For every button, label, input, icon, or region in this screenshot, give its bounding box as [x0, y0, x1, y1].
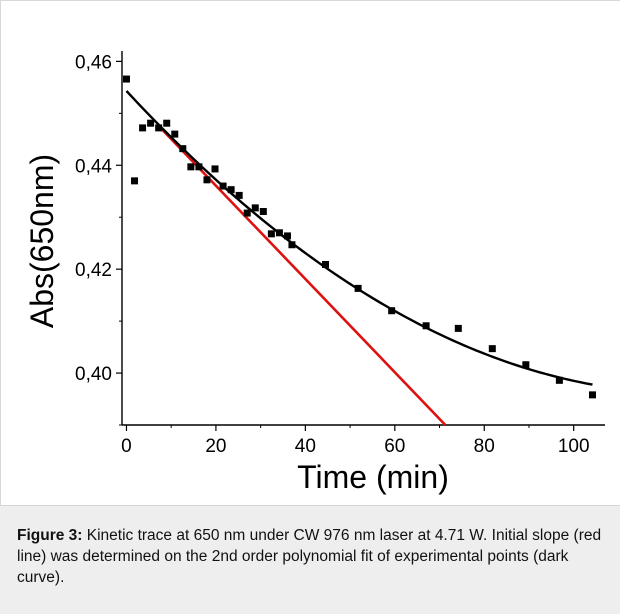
- data-point: [122, 75, 130, 83]
- x-tick-label: 20: [205, 436, 226, 457]
- data-point: [195, 163, 203, 171]
- data-point: [588, 391, 596, 399]
- data-point: [259, 208, 267, 216]
- y-tick-label: 0,40: [75, 364, 112, 385]
- caption-text: Kinetic trace at 650 nm under CW 976 nm …: [17, 527, 602, 586]
- x-tick-label: 40: [295, 436, 316, 457]
- data-point: [203, 176, 211, 184]
- polynomial-fit-curve: [125, 90, 593, 386]
- data-point: [139, 124, 147, 132]
- data-point: [555, 376, 563, 384]
- y-tick-label: 0,46: [75, 52, 112, 73]
- data-point: [179, 145, 187, 153]
- initial-slope-line: [159, 126, 447, 426]
- data-point: [219, 182, 227, 190]
- data-point: [321, 260, 329, 268]
- data-point: [163, 119, 171, 127]
- ticks: 0 20 40 60 80 100 0,40 0,42 0,44 0,46: [75, 52, 590, 457]
- figure-caption: Figure 3: Kinetic trace at 650 nm under …: [0, 505, 620, 614]
- data-point: [422, 322, 430, 330]
- data-point: [155, 124, 163, 132]
- figure-panel: 0 20 40 60 80 100 0,40 0,42 0,44 0,46 Abs(650nm) …: [0, 0, 620, 505]
- data-point: [251, 204, 259, 212]
- data-point: [227, 186, 235, 194]
- axes: [121, 51, 605, 426]
- data-point: [275, 229, 283, 237]
- data-point: [388, 307, 396, 315]
- data-point: [354, 284, 362, 292]
- y-tick-label: 0,44: [75, 156, 112, 177]
- data-point: [211, 165, 219, 173]
- data-point: [288, 241, 296, 249]
- data-point: [243, 209, 251, 217]
- data-point: [522, 361, 530, 369]
- data-point: [147, 119, 155, 127]
- x-tick-label: 0: [121, 436, 132, 457]
- x-tick-label: 60: [384, 436, 405, 457]
- data-point: [283, 232, 291, 240]
- caption-label: Figure 3:: [17, 527, 83, 544]
- plot-series: [122, 75, 596, 426]
- data-point: [267, 230, 275, 238]
- data-point: [187, 163, 195, 171]
- x-tick-label: 100: [558, 436, 590, 457]
- x-tick-label: 80: [474, 436, 495, 457]
- data-point: [171, 130, 179, 138]
- data-point: [235, 191, 243, 199]
- data-point: [131, 177, 139, 185]
- data-point: [454, 324, 462, 332]
- y-axis-title: Abs(650nm): [24, 154, 60, 328]
- data-point: [488, 345, 496, 353]
- y-tick-label: 0,42: [75, 260, 112, 281]
- x-axis-title: Time (min): [297, 459, 449, 495]
